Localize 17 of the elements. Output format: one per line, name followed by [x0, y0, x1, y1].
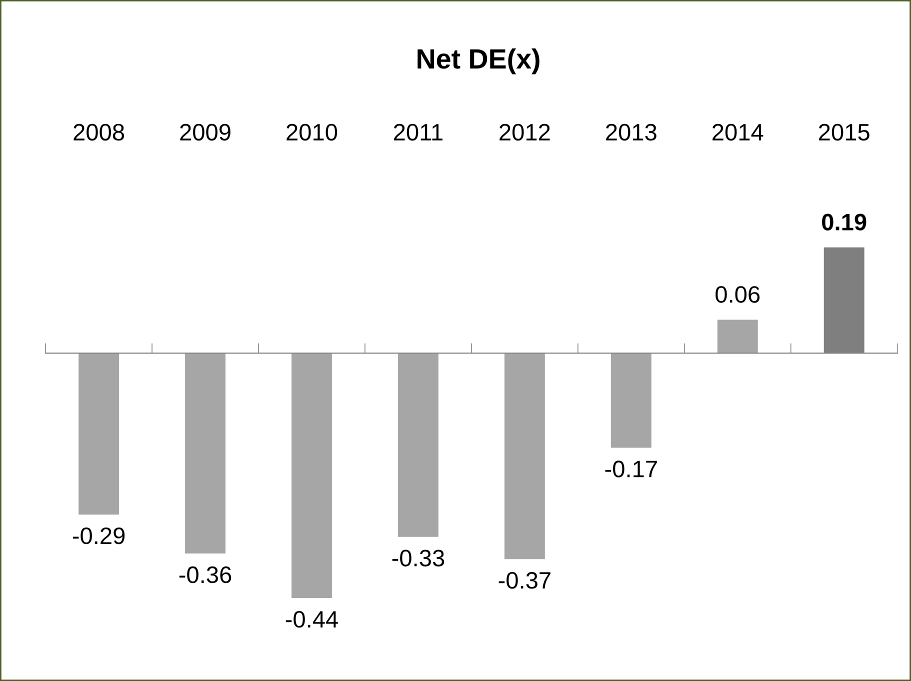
data-label: -0.44 — [286, 610, 338, 628]
x-tick-label: 2011 — [394, 124, 442, 141]
x-tick-label: 2010 — [286, 124, 338, 141]
data-label: -0.37 — [498, 572, 550, 589]
data-label: -0.29 — [72, 527, 125, 544]
x-tick-label: 2014 — [712, 124, 764, 141]
x-tick-label: 2012 — [500, 124, 550, 141]
data-label: -0.33 — [392, 550, 444, 566]
data-label: 0.19 — [822, 214, 866, 230]
x-tick-label: 2013 — [606, 124, 656, 141]
x-tick-label: 2015 — [819, 124, 870, 141]
data-label: -0.36 — [179, 566, 232, 584]
x-tick-label: 2009 — [180, 124, 230, 141]
data-label: -0.17 — [605, 460, 657, 478]
chart-title: Net DE(x) — [418, 48, 540, 74]
x-tick-label: 2008 — [74, 124, 124, 141]
data-label: 0.06 — [716, 286, 760, 303]
